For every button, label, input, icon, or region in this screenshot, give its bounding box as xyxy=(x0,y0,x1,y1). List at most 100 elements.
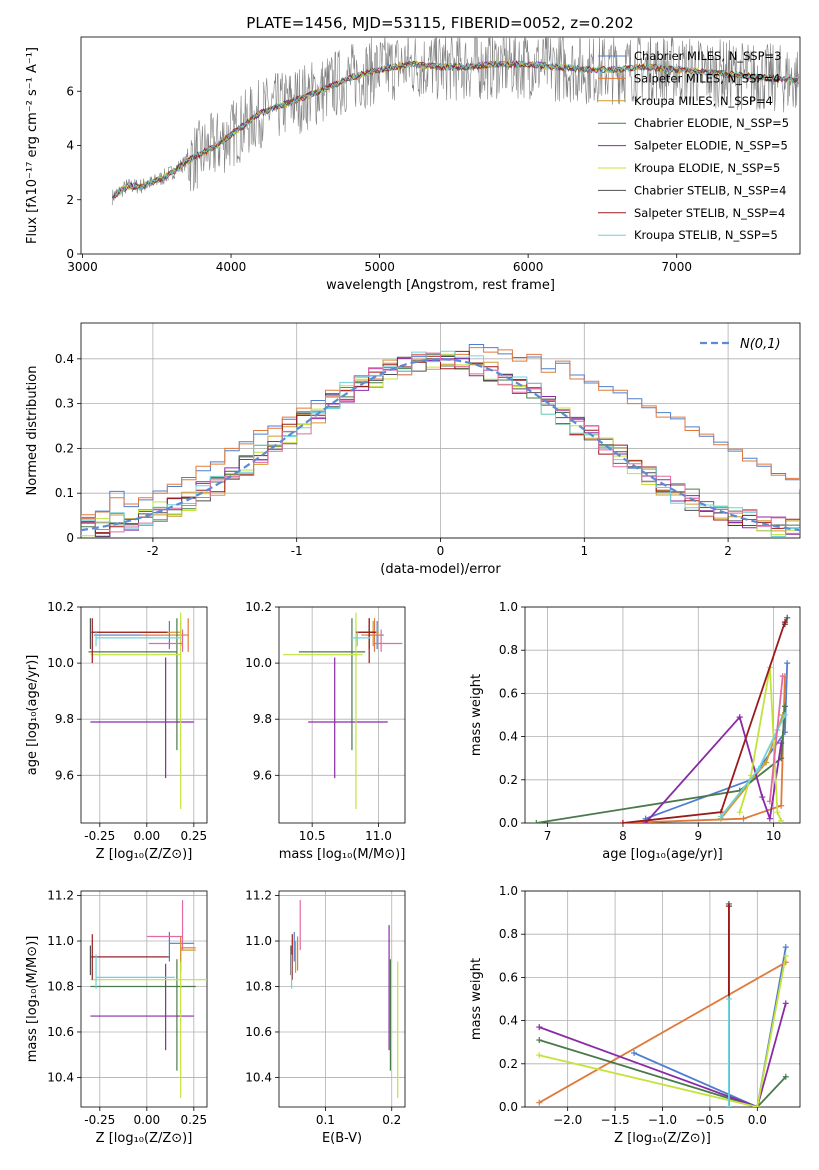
y-tick-label: 9.6 xyxy=(55,768,74,782)
weight-marker xyxy=(778,817,785,823)
mass-vs-ebv-panel: 0.1 0.2 10.4 10.6 10.8 11.0 11.2 E(B-V) xyxy=(245,889,406,1146)
x-tick-label: 0.25 xyxy=(180,829,207,843)
y-tick-label: 2 xyxy=(66,193,74,207)
weight-line xyxy=(622,676,786,823)
weight-line xyxy=(538,961,787,1104)
plot-area xyxy=(111,37,799,206)
weight-marker xyxy=(774,809,781,816)
x-tick-label: 0.00 xyxy=(133,829,160,843)
y-tick-label: 10.0 xyxy=(47,656,74,670)
weight-vs-age-panel: 7 8 9 10 0.0 0.2 0.4 0.6 0.8 1.0 age [log₁₀(age/yr… xyxy=(469,600,801,862)
x-axis-label: wavelength [Angstrom, rest frame] xyxy=(326,278,555,293)
weight-marker xyxy=(781,703,788,710)
x-tick-label: -1 xyxy=(291,544,303,558)
spectrum-panel: 3000 4000 5000 6000 7000 0 2 4 6 wavelength [Angs… xyxy=(25,36,801,293)
weight-marker xyxy=(759,794,766,801)
y-tick-label: 0.3 xyxy=(55,397,74,411)
x-tick-label: 1 xyxy=(580,544,588,558)
histogram-step-line xyxy=(81,347,800,517)
weight-marker xyxy=(779,673,786,680)
histogram-step-line xyxy=(81,352,800,534)
weight-marker xyxy=(736,809,743,816)
y-axis-label: age [log₁₀(age/yr)] xyxy=(25,655,40,776)
legend-label: N(0,1) xyxy=(740,337,781,352)
x-tick-label: 7000 xyxy=(661,260,692,274)
x-tick-label: −1.5 xyxy=(601,1113,630,1127)
weight-marker xyxy=(536,1099,543,1106)
weight-marker xyxy=(533,820,540,823)
weight-marker xyxy=(781,619,788,626)
y-tick-label: 11.2 xyxy=(47,889,74,903)
y-tick-label: 1.0 xyxy=(499,884,518,898)
x-tick-label: 0.00 xyxy=(133,1113,160,1127)
plot-area xyxy=(282,612,403,809)
figure-title: PLATE=1456, MJD=53115, FIBERID=0052, z=0… xyxy=(246,14,633,32)
weight-marker xyxy=(782,952,789,959)
x-tick-label: 10 xyxy=(766,829,781,843)
weight-vs-metallicity-panel: −2.0 −1.5 −1.0 −0.5 0.0 0.0 0.2 0.4 0.6 0.8 1.0 Z [… xyxy=(469,884,801,1146)
y-tick-label: 0.0 xyxy=(499,1100,518,1114)
weight-line xyxy=(633,947,787,1107)
axes-frame xyxy=(278,606,406,824)
weight-marker xyxy=(619,820,626,823)
x-axis-label: mass [log₁₀(M/M⊙)] xyxy=(279,847,406,862)
weight-marker xyxy=(781,712,788,718)
residuals-panel: -2 -1 0 1 2 0 0.1 0.2 0.3 0.4 (data-model)/error No… xyxy=(25,322,801,577)
y-tick-label: 10.4 xyxy=(245,1070,272,1084)
x-tick-label: -0.25 xyxy=(84,829,115,843)
weight-marker xyxy=(784,660,791,667)
legend-label: Salpeter ELODIE, N_SSP=5 xyxy=(634,139,788,153)
age-vs-metallicity-panel: -0.25 0.00 0.25 9.6 9.8 10.0 10.2 Z [log₁₀(Z/Z⊙… xyxy=(25,600,208,862)
y-tick-label: 0.4 xyxy=(499,730,518,744)
x-tick-label: 0.2 xyxy=(382,1113,401,1127)
histogram-step-line xyxy=(81,353,800,534)
weight-marker xyxy=(778,802,785,809)
plot-area xyxy=(89,900,207,1098)
x-tick-label: 6000 xyxy=(513,260,544,274)
legend-label: Chabrier MILES, N_SSP=3 xyxy=(634,49,781,63)
weight-marker xyxy=(717,813,724,820)
y-tick-label: 10.0 xyxy=(245,656,272,670)
weight-marker xyxy=(725,1104,732,1107)
weight-marker xyxy=(536,1037,543,1044)
x-axis-label: E(B-V) xyxy=(322,1131,362,1146)
legend-label: Chabrier STELIB, N_SSP=4 xyxy=(634,183,786,197)
axes-frame xyxy=(80,890,208,1108)
x-axis-label: Z [log₁₀(Z/Z⊙)] xyxy=(614,1131,711,1146)
weight-marker xyxy=(631,1050,638,1056)
spectrum-legend: Chabrier MILES, N_SSP=3 Salpeter MILES, N… xyxy=(598,49,789,242)
weight-marker xyxy=(784,614,791,621)
y-tick-label: 0.6 xyxy=(499,970,518,984)
weight-marker xyxy=(536,1024,543,1031)
plot-area xyxy=(81,344,800,538)
x-tick-label: 11.0 xyxy=(365,829,392,843)
weight-marker xyxy=(754,1104,761,1107)
legend-label: Salpeter MILES, N_SSP=4 xyxy=(634,71,780,85)
y-tick-label: 11.0 xyxy=(245,934,272,948)
plot-area xyxy=(290,900,399,1098)
weight-marker xyxy=(763,759,770,766)
axes-frame xyxy=(80,606,208,824)
x-tick-label: 9 xyxy=(694,829,702,843)
weight-marker xyxy=(782,1000,789,1007)
weight-line xyxy=(769,676,784,802)
y-tick-label: 0.6 xyxy=(499,686,518,700)
residuals-legend: N(0,1) xyxy=(700,337,781,352)
weight-line xyxy=(538,1003,787,1107)
y-tick-label: 10.4 xyxy=(47,1070,74,1084)
model-spectrum-line xyxy=(114,59,799,196)
y-axis-label: Normed distribution xyxy=(25,366,40,496)
x-tick-label: -0.25 xyxy=(84,1113,115,1127)
y-tick-label: 4 xyxy=(66,139,74,153)
legend-label: Kroupa ELODIE, N_SSP=5 xyxy=(634,161,780,175)
y-tick-label: 0.0 xyxy=(499,816,518,830)
x-tick-label: 10.5 xyxy=(299,829,326,843)
y-tick-label: 10.8 xyxy=(245,979,272,993)
y-tick-label: 0.2 xyxy=(499,773,518,787)
y-tick-label: 9.8 xyxy=(253,712,272,726)
weight-marker xyxy=(536,1052,543,1059)
x-tick-label: −1.0 xyxy=(648,1113,677,1127)
y-tick-label: 10.6 xyxy=(47,1025,74,1039)
mass-vs-metallicity-panel: -0.25 0.00 0.25 10.4 10.6 10.8 11.0 11.2 Z [log₁… xyxy=(25,889,208,1146)
y-tick-label: 9.6 xyxy=(253,768,272,782)
